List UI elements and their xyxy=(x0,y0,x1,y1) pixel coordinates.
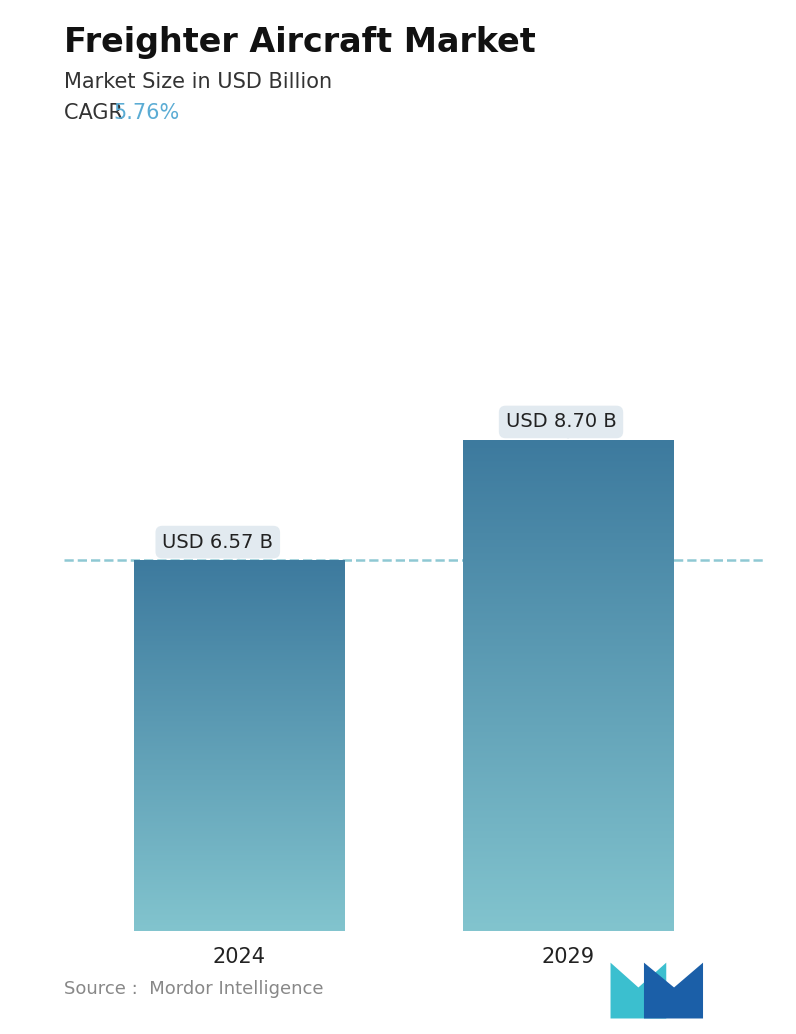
Polygon shape xyxy=(644,963,703,1018)
Text: Source :  Mordor Intelligence: Source : Mordor Intelligence xyxy=(64,980,323,998)
Text: CAGR: CAGR xyxy=(64,103,129,123)
Polygon shape xyxy=(556,431,580,438)
Text: Freighter Aircraft Market: Freighter Aircraft Market xyxy=(64,26,536,59)
Polygon shape xyxy=(226,551,252,559)
Text: USD 6.57 B: USD 6.57 B xyxy=(162,533,273,551)
Text: 5.76%: 5.76% xyxy=(114,103,180,123)
Text: Market Size in USD Billion: Market Size in USD Billion xyxy=(64,72,332,92)
Polygon shape xyxy=(611,963,666,1018)
Text: USD 8.70 B: USD 8.70 B xyxy=(505,413,616,431)
